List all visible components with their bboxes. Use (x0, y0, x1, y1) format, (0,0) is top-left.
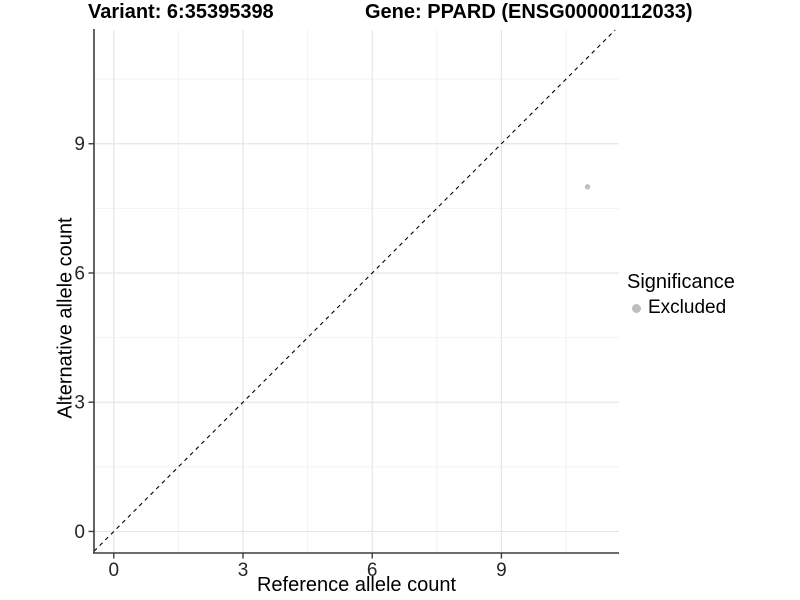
identity-line (93, 29, 616, 552)
variant-title: Variant: 6:35395398 (88, 1, 274, 23)
legend-key-dot (632, 303, 641, 313)
x-tick-label: 9 (496, 560, 507, 581)
y-tick-label: 6 (74, 263, 85, 284)
x-tick-label: 3 (238, 560, 249, 581)
x-tick-label: 0 (109, 560, 120, 581)
y-tick-label: 0 (74, 522, 85, 543)
legend-item-excluded: Excluded (627, 297, 735, 319)
x-tick-label: 6 (367, 560, 378, 581)
data-point (584, 184, 591, 190)
x-axis-title: Reference allele count (256, 574, 456, 596)
y-tick-label: 3 (74, 393, 85, 414)
legend-item-label: Excluded (648, 297, 727, 318)
legend: Significance Excluded (627, 271, 735, 319)
gene-title: Gene: PPARD (ENSG00000112033) (365, 1, 693, 23)
y-tick-label: 9 (74, 134, 85, 155)
legend-title: Significance (627, 271, 735, 293)
y-axis-title: Alternative allele count (54, 217, 77, 419)
